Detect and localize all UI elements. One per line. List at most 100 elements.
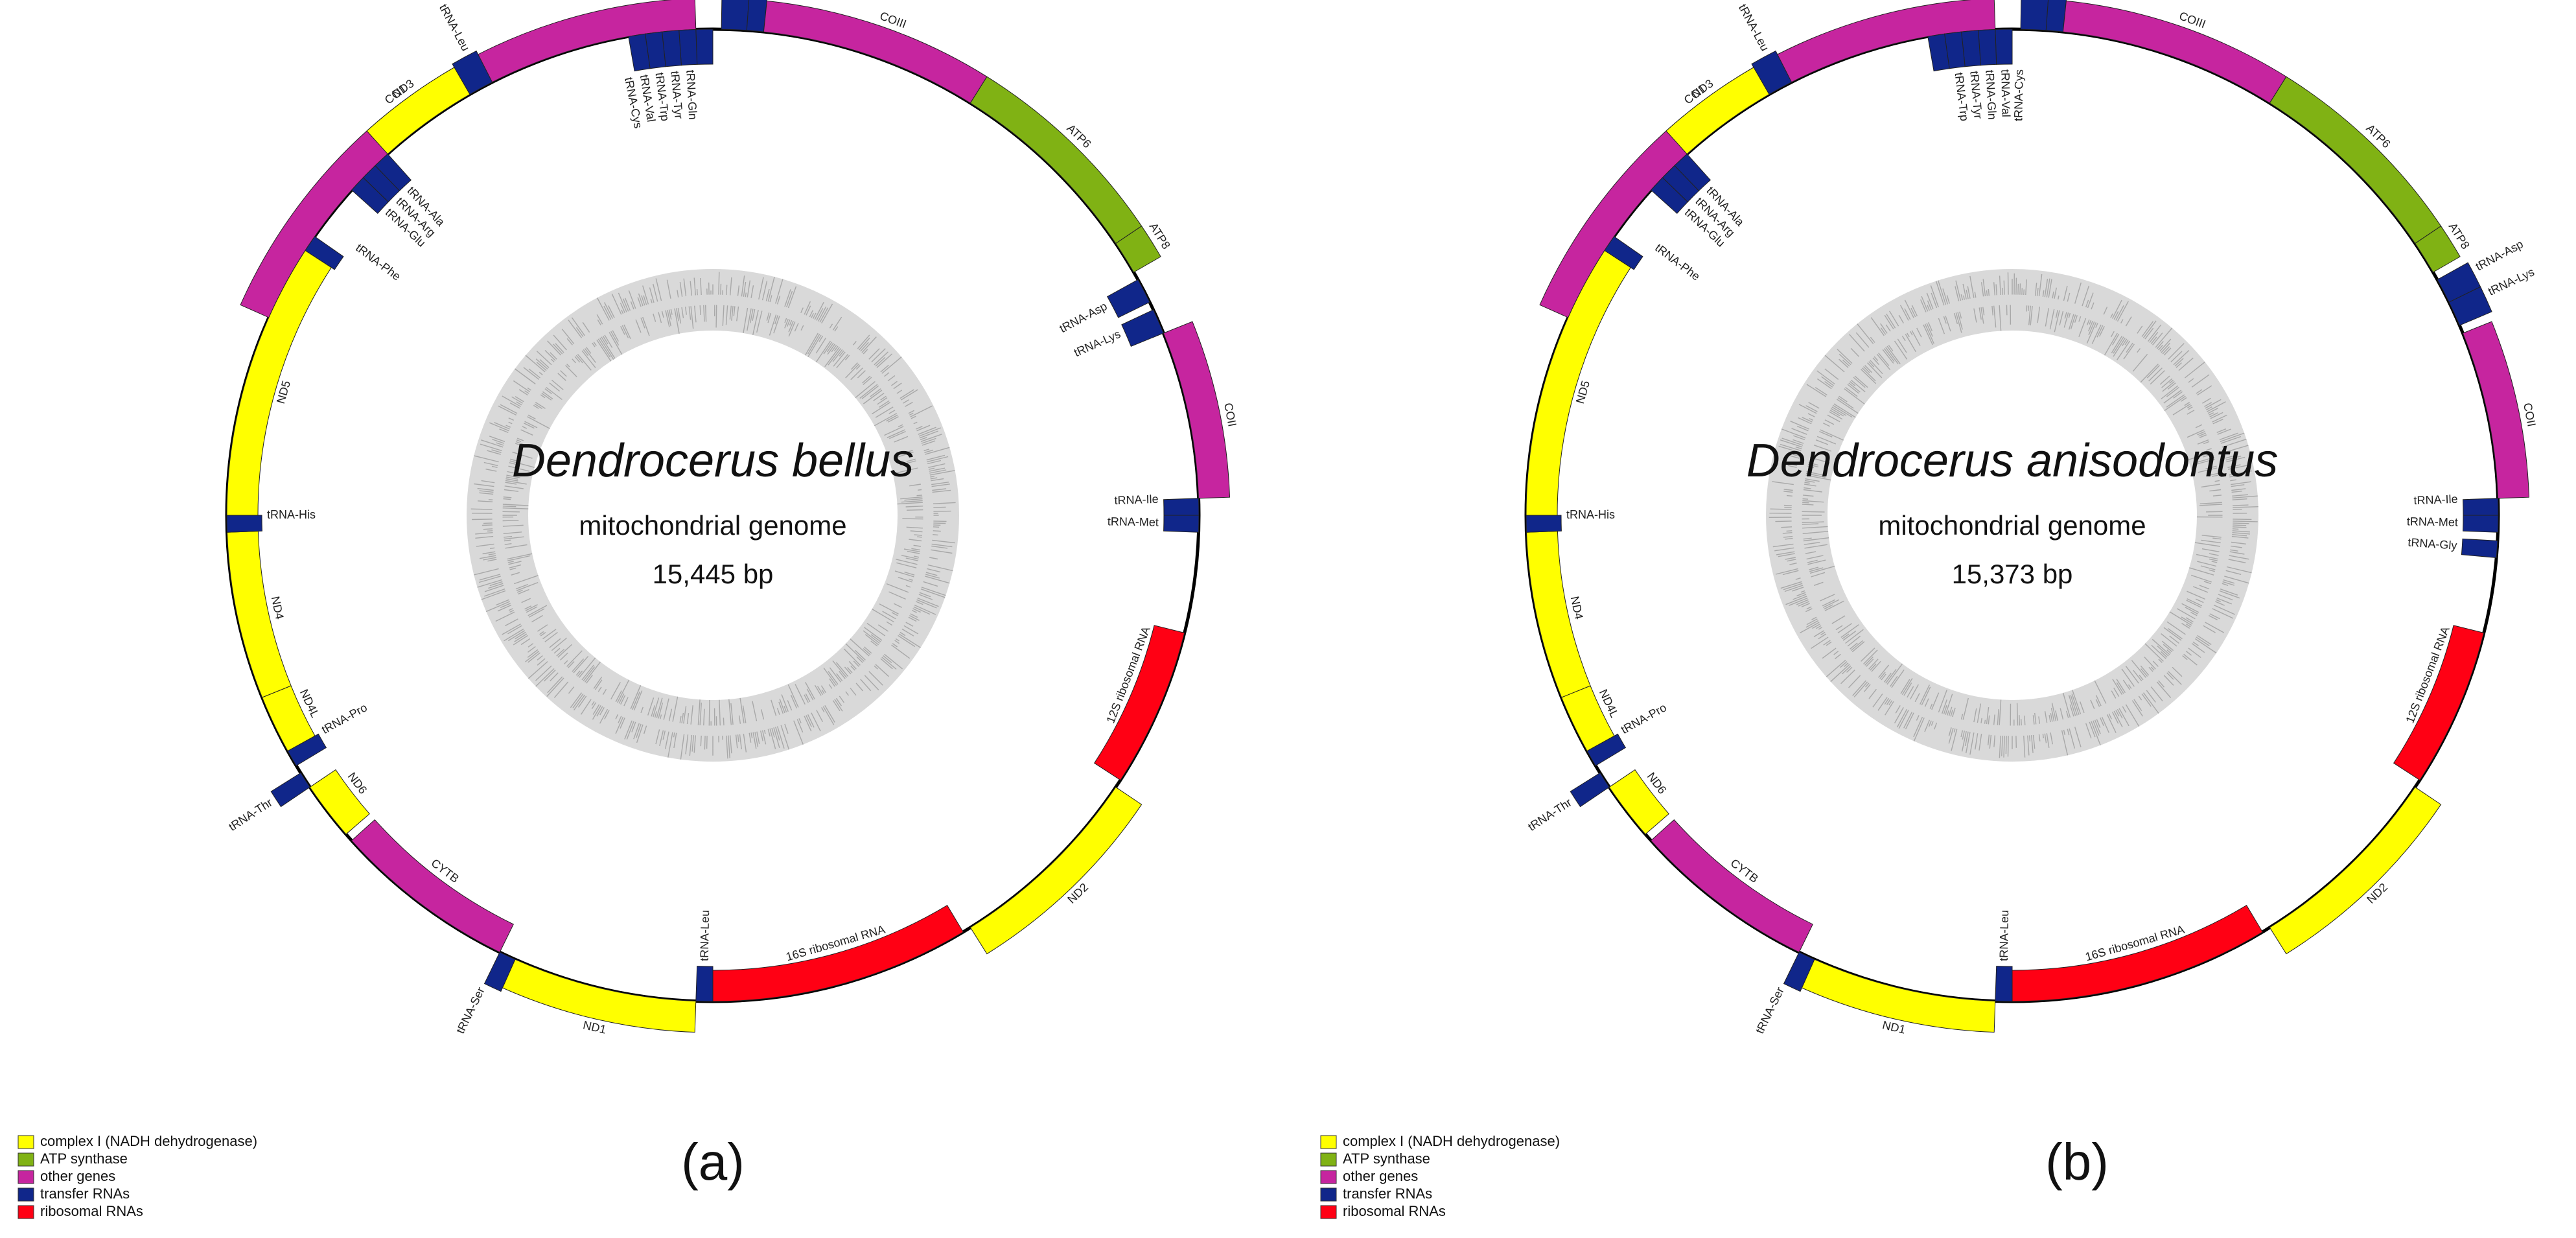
gc-content-ring-b xyxy=(1766,269,2258,762)
gene-label-trna-thr: tRNA-Thr xyxy=(226,796,275,834)
gene-trna-phe xyxy=(1604,236,1643,270)
gene-trna-asn xyxy=(721,0,750,31)
gene-nd6 xyxy=(1608,769,1669,835)
gene-label-trna-phe: tRNA-Phe xyxy=(1653,241,1702,283)
gene-label-trna-leu: tRNA-Leu xyxy=(1997,910,2011,961)
legend-label-complex-i-nadh-dehydrogenase: complex I (NADH dehydrogenase) xyxy=(40,1133,257,1149)
legend-swatch-ribosomal-rnas xyxy=(1320,1205,1337,1219)
gene-label-trna-pro: tRNA-Pro xyxy=(319,701,369,736)
species-title-b: Dendrocerus anisodontus xyxy=(1746,435,2279,487)
gene-label-nd4: ND4 xyxy=(269,595,286,620)
gene-label-trna-leu: tRNA-Leu xyxy=(1736,2,1772,53)
gene-nd3 xyxy=(1665,67,1770,155)
species-title-a: Dendrocerus bellus xyxy=(512,435,914,487)
gene-atp8 xyxy=(2415,226,2461,273)
gene-trna-ala xyxy=(1674,153,1712,192)
gene-label-trna-val: tRNA-Val xyxy=(1999,69,2012,117)
gene-label-trna-leu: tRNA-Leu xyxy=(437,2,472,53)
gene-trna-cys xyxy=(628,33,651,72)
gene-trna-met xyxy=(2463,515,2499,533)
gene-trna-ile xyxy=(1163,498,1200,516)
gene-nd6 xyxy=(309,769,370,835)
legend-label-other-genes: other genes xyxy=(1343,1168,1418,1184)
gene-trna-tyr xyxy=(679,29,698,66)
legend-swatch-complex-i-nadh-dehydrogenase xyxy=(17,1135,34,1149)
gene-label-trna-ile: tRNA-Ile xyxy=(2413,493,2458,507)
legend-label-ribosomal-rnas: ribosomal RNAs xyxy=(40,1203,143,1219)
legend-swatch-atp-synthase xyxy=(17,1152,34,1167)
gene-trna-cys xyxy=(1927,33,1950,72)
gene-label-trna-met: tRNA-Met xyxy=(2407,515,2458,528)
gene-trna-tyr xyxy=(1978,29,1997,66)
gene-trna-val xyxy=(1944,31,1966,69)
legend-swatch-complex-i-nadh-dehydrogenase xyxy=(1320,1135,1337,1149)
gene-atp6 xyxy=(2269,76,2442,244)
gene-label-trna-ile: tRNA-Ile xyxy=(1114,493,1159,507)
gene-trna-his xyxy=(1526,515,1562,533)
gene-trna-his xyxy=(226,515,262,533)
gene-nd3 xyxy=(366,67,470,155)
gene-trna-asn xyxy=(2020,0,2049,31)
gene-label-trna-ser: tRNA-Ser xyxy=(454,985,487,1036)
genome-length-a: 15,445 bp xyxy=(653,559,774,589)
gene-atp8 xyxy=(1115,226,1161,273)
gene-labels-b: CO1tRNA-AsntRNA-SertRNA-TrptRNA-TyrtRNA-… xyxy=(1526,2,2538,1036)
legend-label-other-genes: other genes xyxy=(40,1168,115,1184)
legend-label-ribosomal-rnas: ribosomal RNAs xyxy=(1343,1203,1446,1219)
gene-label-trna-his: tRNA-His xyxy=(267,508,316,521)
panel-label-b: (b) xyxy=(2045,1133,2109,1191)
legend-swatch-other-genes xyxy=(17,1170,34,1184)
gene-label-trna-his: tRNA-His xyxy=(1566,508,1615,521)
gc-ring-base xyxy=(1766,269,2258,762)
genome-subtitle-a: mitochondrial genome xyxy=(579,510,846,541)
gene-coiii xyxy=(763,0,988,104)
gene-label-trna-pro: tRNA-Pro xyxy=(1619,701,1669,736)
legend-a: complex I (NADH dehydrogenase)ATP syntha… xyxy=(17,1133,257,1219)
gene-label-trna-trp: tRNA-Trp xyxy=(1953,72,1971,122)
legend-label-complex-i-nadh-dehydrogenase: complex I (NADH dehydrogenase) xyxy=(1343,1133,1560,1149)
gene-trna-pro xyxy=(1586,733,1627,766)
gene-coiii xyxy=(2062,0,2287,104)
gene-label-trna-met: tRNA-Met xyxy=(1108,515,1159,528)
gene-nd2 xyxy=(969,786,1143,955)
gene-trna-leu xyxy=(1995,966,2013,1002)
legend-swatch-atp-synthase xyxy=(1320,1152,1337,1167)
legend-b: complex I (NADH dehydrogenase)ATP syntha… xyxy=(1320,1133,1560,1219)
gene-trna-phe xyxy=(305,236,344,270)
gene-label-trna-gln: tRNA-Gln xyxy=(1983,69,1999,120)
gene-trna-ala xyxy=(375,153,412,192)
gene-label-trna-ser: tRNA-Ser xyxy=(1753,985,1787,1036)
gc-content-ring-a xyxy=(467,269,959,762)
gene-label-trna-thr: tRNA-Thr xyxy=(1526,796,1574,834)
legend-swatch-other-genes xyxy=(1320,1170,1337,1184)
gene-12s-ribosomal-rna xyxy=(2393,625,2485,781)
gc-skew-ticks xyxy=(1769,272,2258,758)
gene-label-coii: COII xyxy=(1222,402,1239,428)
genome-map-b: CO1tRNA-AsntRNA-SertRNA-TrptRNA-TyrtRNA-… xyxy=(1524,0,2538,1191)
legend-label-atp-synthase: ATP synthase xyxy=(1343,1150,1430,1167)
legend-label-atp-synthase: ATP synthase xyxy=(40,1150,128,1167)
gc-ring-base xyxy=(467,269,959,762)
legend-swatch-ribosomal-rnas xyxy=(17,1205,34,1219)
gene-12s-ribosomal-rna xyxy=(1094,625,1185,781)
gene-trna-gly xyxy=(2461,538,2498,558)
gene-trna-thr xyxy=(1570,772,1610,808)
gene-trna-lys xyxy=(2448,286,2492,326)
gene-label-trna-phe: tRNA-Phe xyxy=(353,241,403,283)
gene-label-trna-leu: tRNA-Leu xyxy=(698,910,712,961)
gene-label-nd4: ND4 xyxy=(1568,595,1586,620)
gene-blocks-a xyxy=(226,0,1231,1033)
gene-trna-asp xyxy=(1107,279,1150,318)
gene-atp6 xyxy=(969,76,1143,244)
gene-trna-lys xyxy=(1121,309,1165,347)
gene-label-trna-gly: tRNA-Gly xyxy=(2408,535,2457,552)
gene-cytb xyxy=(351,819,514,953)
gene-trna-thr xyxy=(270,772,310,808)
gene-label-trna-lys: tRNA-Lys xyxy=(2486,265,2536,298)
gene-label-trna-lys: tRNA-Lys xyxy=(1072,327,1122,359)
gene-label-trna-gln: tRNA-Gln xyxy=(684,69,699,120)
gene-label-trna-asp: tRNA-Asp xyxy=(2474,237,2525,273)
gene-trna-leu xyxy=(1751,50,1793,95)
genome-length-b: 15,373 bp xyxy=(1952,559,2073,589)
panel-label-a: (a) xyxy=(681,1133,745,1191)
